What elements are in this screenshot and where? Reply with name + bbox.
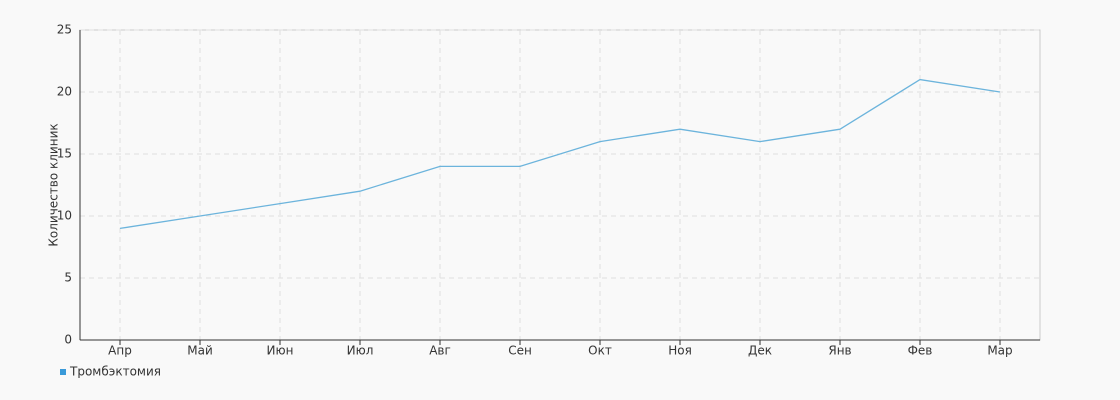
x-tick-label: Июл — [347, 344, 374, 358]
legend-marker — [60, 369, 66, 375]
x-tick-label: Янв — [828, 344, 851, 358]
y-tick-label: 15 — [57, 147, 72, 161]
y-tick-label: 25 — [57, 23, 72, 37]
x-tick-label: Ноя — [668, 344, 692, 358]
y-tick-label: 0 — [64, 333, 72, 347]
y-tick-label: 5 — [64, 271, 72, 285]
x-tick-label: Авг — [429, 344, 451, 358]
series-line — [119, 78, 1001, 230]
y-tick-label: 20 — [57, 85, 72, 99]
y-axis-label: Количество клиник — [47, 123, 61, 246]
x-tick-label: Окт — [588, 344, 612, 358]
legend-label: Тромбэктомия — [69, 365, 161, 379]
x-tick-label: Дек — [748, 344, 772, 358]
x-tick-label: Апр — [108, 344, 132, 358]
y-tick-label: 10 — [57, 209, 72, 223]
x-tick-label: Фев — [908, 344, 933, 358]
x-tick-label: Сен — [508, 344, 532, 358]
x-tick-label: Июн — [267, 344, 294, 358]
x-tick-label: Май — [187, 344, 213, 358]
x-tick-label: Мар — [987, 344, 1012, 358]
